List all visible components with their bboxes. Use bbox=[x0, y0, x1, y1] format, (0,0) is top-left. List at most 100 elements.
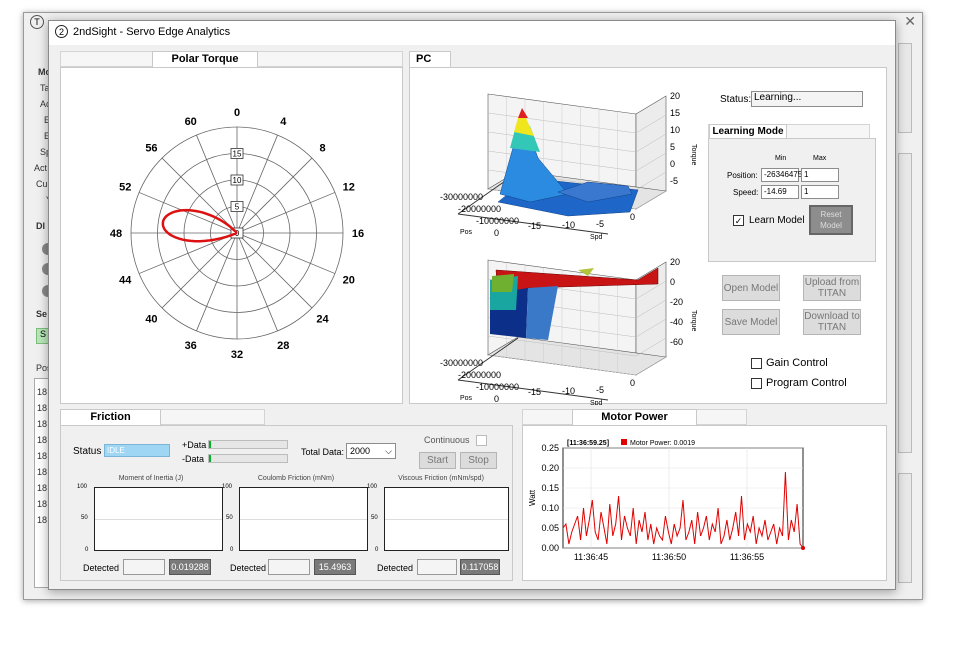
power-x-tick: 11:36:45 bbox=[574, 552, 608, 562]
detected-input[interactable] bbox=[123, 559, 165, 575]
surface-pos-tick: 0 bbox=[494, 228, 499, 238]
learn-model-label: Learn Model bbox=[749, 215, 805, 226]
polar-torque-curve bbox=[161, 208, 238, 243]
y-tick: 0 bbox=[375, 547, 379, 553]
plus-data-progress bbox=[208, 440, 288, 449]
polar-angle-label: 56 bbox=[145, 142, 157, 154]
polar-panel: 0 4 8 12 16 20 24 28 32 36 40 44 48 52 56 60 15 10 5 0 bbox=[60, 67, 403, 404]
power-y-tick: 0.15 bbox=[541, 483, 559, 493]
detected-input[interactable] bbox=[417, 559, 457, 575]
tab-pc[interactable]: PC bbox=[409, 51, 451, 68]
surface-pos-tick: -20000000 bbox=[458, 204, 501, 214]
learning-mode-panel: Min Max Position: -26346475 1 Speed: -14… bbox=[708, 138, 876, 262]
y-tick: 50 bbox=[371, 515, 378, 521]
surface-pos-tick: -20000000 bbox=[458, 370, 501, 380]
surface-z-tick: 0 bbox=[670, 277, 675, 287]
surface-z-label: Torque bbox=[690, 310, 697, 332]
detected-label: Detected bbox=[377, 563, 414, 573]
chart-title: Moment of Inertia (J) bbox=[118, 475, 184, 482]
window-title: 2ndSight - Servo Edge Analytics bbox=[73, 26, 231, 38]
power-last-point bbox=[801, 546, 805, 550]
surface-spd-tick: 0 bbox=[630, 378, 635, 388]
list-item: 18 bbox=[37, 451, 48, 461]
program-control-checkbox[interactable] bbox=[751, 378, 762, 389]
reset-model-button[interactable]: Reset Model bbox=[809, 205, 853, 235]
polar-radial-box bbox=[230, 148, 244, 159]
gain-control-checkbox[interactable] bbox=[751, 358, 762, 369]
surface-gridline bbox=[635, 299, 667, 319]
polar-angle-label: 16 bbox=[352, 228, 364, 240]
download-to-titan-button[interactable]: Download to TITAN bbox=[803, 309, 861, 335]
surface-gridline bbox=[635, 280, 667, 300]
polar-radial-label: 0 bbox=[235, 229, 240, 238]
legend-swatch bbox=[621, 439, 627, 445]
position-max-input[interactable]: 1 bbox=[801, 168, 839, 182]
detected-label: Detected bbox=[83, 563, 120, 573]
polar-angle-label: 0 bbox=[234, 107, 240, 119]
tab-friction-coefficients[interactable]: Friction Coefficients bbox=[60, 409, 161, 438]
bg-label: Ac bbox=[40, 99, 51, 109]
speed-max-input[interactable]: 1 bbox=[801, 185, 839, 199]
list-item: 18 bbox=[37, 403, 48, 413]
polar-spoke bbox=[161, 232, 238, 309]
bg-label: DI bbox=[36, 221, 45, 231]
power-y-label: Watt bbox=[528, 489, 537, 506]
speed-label: Speed: bbox=[733, 188, 759, 197]
polar-radial-label: 15 bbox=[233, 150, 242, 159]
polar-angle-label: 20 bbox=[343, 274, 355, 286]
viscous-chart: Viscous Friction (mNm/spd) 100 50 0 Dete… bbox=[367, 475, 511, 585]
power-x-tick: 11:36:50 bbox=[652, 552, 686, 562]
surface-gridline bbox=[635, 171, 667, 191]
detected-label: Detected bbox=[230, 563, 267, 573]
close-icon[interactable]: ✕ bbox=[904, 13, 916, 29]
friction-panel: Status IDLE +Data -Data Total Data: 2000… bbox=[60, 425, 513, 581]
list-item: 18 bbox=[37, 467, 48, 477]
tab-learning-mode[interactable]: Learning Mode bbox=[709, 124, 787, 139]
minus-data-label: -Data bbox=[182, 454, 205, 464]
start-button[interactable]: Start bbox=[419, 452, 456, 469]
surface-gridline bbox=[635, 133, 667, 153]
bg-label: Mo bbox=[38, 67, 51, 77]
total-data-select[interactable]: 2000 ⌵ bbox=[346, 443, 396, 459]
polar-angle-label: 24 bbox=[316, 314, 329, 326]
list-item: 18 bbox=[37, 515, 48, 525]
surface-spd-label: Spd bbox=[590, 234, 603, 241]
open-model-button[interactable]: Open Model bbox=[722, 275, 780, 301]
detected-input[interactable] bbox=[268, 559, 310, 575]
pc-panel: 20 15 10 5 0 -5 Torque -30000000 -20000000 -10000… bbox=[409, 67, 887, 405]
surface-mesh bbox=[578, 268, 594, 276]
polar-spoke bbox=[236, 232, 278, 332]
learn-model-checkbox[interactable]: ✓ bbox=[733, 215, 744, 226]
save-model-button[interactable]: Save Model bbox=[722, 309, 780, 335]
motor-power-panel: 0.25 0.20 0.15 0.10 0.05 0.00 11:36:45 11:36:50… bbox=[522, 425, 887, 581]
polar-angle-label: 36 bbox=[185, 340, 197, 352]
polar-spoke bbox=[196, 134, 238, 234]
surface-z-tick: 20 bbox=[670, 91, 680, 101]
polar-angle-label: 40 bbox=[145, 314, 157, 326]
power-legend: Motor Power: 0.0019 bbox=[630, 440, 695, 447]
power-y-tick: 0.05 bbox=[541, 523, 559, 533]
tab-motor-power[interactable]: Motor Power bbox=[572, 409, 697, 426]
program-control-label: Program Control bbox=[766, 377, 847, 389]
power-x-tick: 11:36:55 bbox=[730, 552, 764, 562]
stop-button[interactable]: Stop bbox=[460, 452, 497, 469]
minus-data-progress bbox=[208, 454, 288, 463]
surface-pos-label: Pos bbox=[460, 395, 473, 402]
surface-gridline bbox=[635, 152, 667, 172]
power-y-tick: 0.25 bbox=[541, 443, 559, 453]
surface-z-tick: 5 bbox=[670, 142, 675, 152]
speed-min-input[interactable]: -14.69 bbox=[761, 185, 799, 199]
position-min-input[interactable]: -26346475 bbox=[761, 168, 802, 182]
surface-mesh bbox=[557, 181, 633, 203]
tab-polar-torque[interactable]: Polar Torque Diagram bbox=[152, 51, 258, 80]
upload-from-titan-button[interactable]: Upload from TITAN bbox=[803, 275, 861, 301]
polar-radial-label: 10 bbox=[233, 176, 242, 185]
polar-spoke bbox=[236, 134, 278, 234]
surface-z-tick: 20 bbox=[670, 257, 680, 267]
polar-radial-box bbox=[230, 174, 244, 186]
power-y-tick: 0.00 bbox=[541, 543, 559, 553]
polar-radial-box bbox=[230, 201, 244, 212]
bg-label: Act S bbox=[34, 163, 56, 173]
bg-button[interactable]: S bbox=[36, 328, 50, 344]
continuous-checkbox[interactable] bbox=[476, 435, 487, 446]
